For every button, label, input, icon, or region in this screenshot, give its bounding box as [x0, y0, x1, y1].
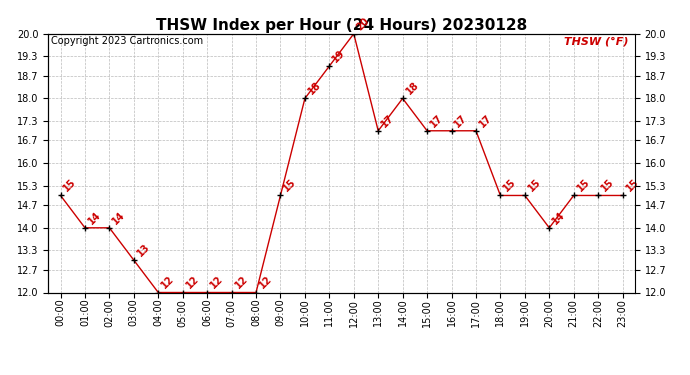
Text: 15: 15 — [502, 177, 518, 194]
Text: 17: 17 — [380, 112, 396, 129]
Title: THSW Index per Hour (24 Hours) 20230128: THSW Index per Hour (24 Hours) 20230128 — [156, 18, 527, 33]
Text: 17: 17 — [453, 112, 469, 129]
Text: THSW (°F): THSW (°F) — [564, 36, 629, 46]
Text: 13: 13 — [135, 242, 152, 258]
Text: Copyright 2023 Cartronics.com: Copyright 2023 Cartronics.com — [51, 36, 204, 46]
Text: 15: 15 — [600, 177, 616, 194]
Text: 15: 15 — [526, 177, 542, 194]
Text: 20: 20 — [355, 15, 372, 32]
Text: 14: 14 — [110, 210, 127, 226]
Text: 14: 14 — [551, 210, 567, 226]
Text: 15: 15 — [575, 177, 591, 194]
Text: 12: 12 — [233, 274, 249, 291]
Text: 15: 15 — [624, 177, 640, 194]
Text: 15: 15 — [282, 177, 298, 194]
Text: 19: 19 — [331, 48, 347, 64]
Text: 12: 12 — [208, 274, 225, 291]
Text: 15: 15 — [61, 177, 79, 194]
Text: 18: 18 — [306, 80, 323, 97]
Text: 17: 17 — [477, 112, 494, 129]
Text: 12: 12 — [184, 274, 201, 291]
Text: 12: 12 — [159, 274, 176, 291]
Text: 12: 12 — [257, 274, 274, 291]
Text: 14: 14 — [86, 210, 103, 226]
Text: 17: 17 — [428, 112, 445, 129]
Text: 18: 18 — [404, 80, 421, 97]
